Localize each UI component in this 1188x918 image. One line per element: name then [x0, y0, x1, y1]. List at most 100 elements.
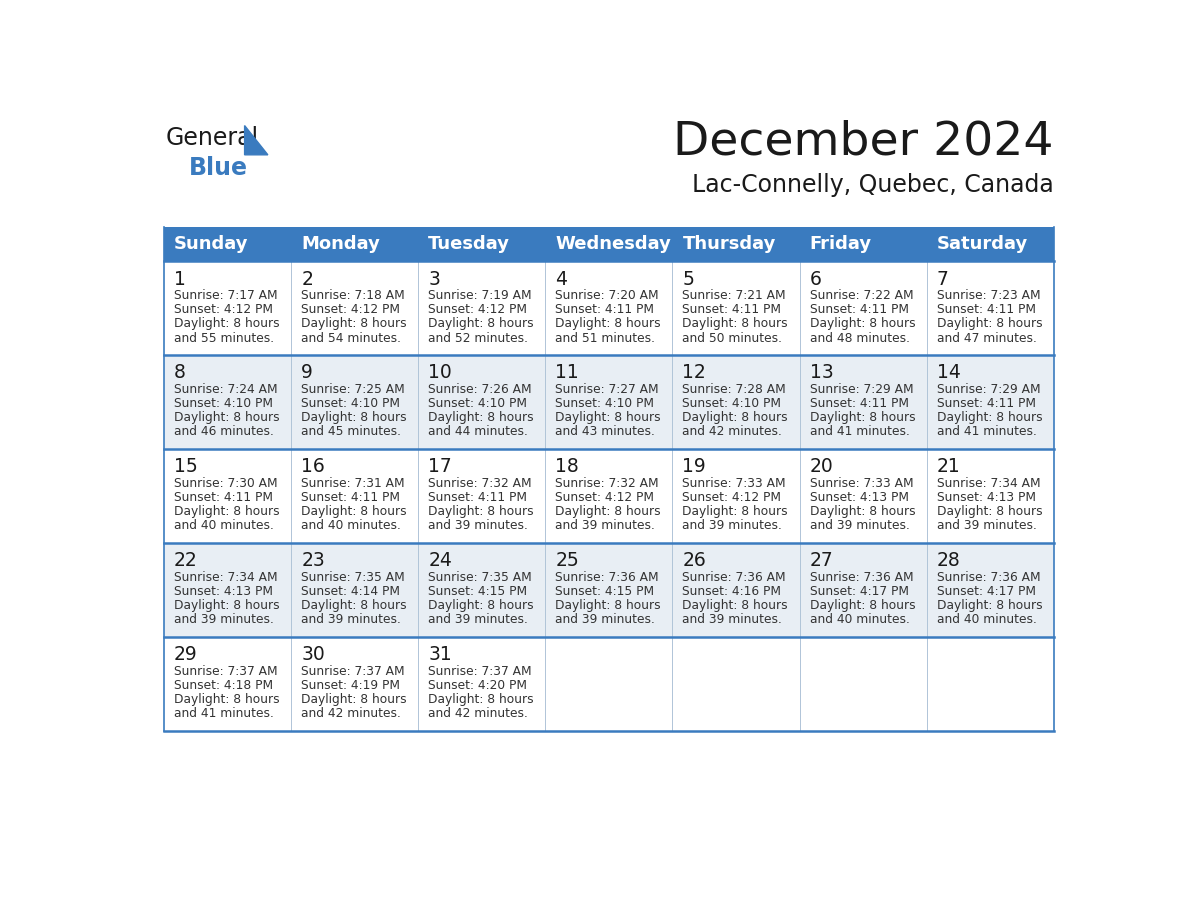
Text: Sunrise: 7:18 AM: Sunrise: 7:18 AM — [302, 289, 405, 302]
Text: Sunset: 4:10 PM: Sunset: 4:10 PM — [429, 397, 527, 410]
Text: 24: 24 — [429, 552, 453, 570]
Text: Sunset: 4:11 PM: Sunset: 4:11 PM — [302, 491, 400, 504]
Text: Sunset: 4:10 PM: Sunset: 4:10 PM — [302, 397, 400, 410]
Text: 31: 31 — [429, 645, 451, 665]
Text: and 40 minutes.: and 40 minutes. — [175, 520, 274, 532]
Text: Sunrise: 7:29 AM: Sunrise: 7:29 AM — [809, 383, 914, 396]
Text: and 39 minutes.: and 39 minutes. — [429, 520, 529, 532]
Text: and 39 minutes.: and 39 minutes. — [429, 613, 529, 626]
Text: Sunrise: 7:20 AM: Sunrise: 7:20 AM — [555, 289, 659, 302]
Text: 7: 7 — [936, 270, 948, 288]
Text: Daylight: 8 hours: Daylight: 8 hours — [936, 411, 1042, 424]
Text: Daylight: 8 hours: Daylight: 8 hours — [809, 411, 915, 424]
Text: 30: 30 — [302, 645, 326, 665]
Text: Sunrise: 7:29 AM: Sunrise: 7:29 AM — [936, 383, 1041, 396]
Text: Sunrise: 7:36 AM: Sunrise: 7:36 AM — [936, 571, 1041, 584]
Text: and 54 minutes.: and 54 minutes. — [302, 331, 402, 344]
Text: Daylight: 8 hours: Daylight: 8 hours — [555, 318, 661, 330]
Text: Sunset: 4:13 PM: Sunset: 4:13 PM — [175, 585, 273, 598]
Text: and 41 minutes.: and 41 minutes. — [809, 425, 910, 439]
Text: December 2024: December 2024 — [674, 119, 1054, 164]
Text: Thursday: Thursday — [682, 235, 776, 253]
Text: Daylight: 8 hours: Daylight: 8 hours — [429, 693, 533, 706]
Text: Sunrise: 7:35 AM: Sunrise: 7:35 AM — [302, 571, 405, 584]
Text: Sunset: 4:10 PM: Sunset: 4:10 PM — [175, 397, 273, 410]
Text: Sunrise: 7:30 AM: Sunrise: 7:30 AM — [175, 476, 278, 489]
Text: Sunset: 4:11 PM: Sunset: 4:11 PM — [936, 303, 1036, 316]
Text: Sunrise: 7:37 AM: Sunrise: 7:37 AM — [429, 665, 532, 677]
Text: Sunset: 4:12 PM: Sunset: 4:12 PM — [302, 303, 400, 316]
Text: 10: 10 — [429, 364, 451, 383]
Text: Sunset: 4:11 PM: Sunset: 4:11 PM — [809, 303, 909, 316]
Polygon shape — [245, 126, 267, 155]
Text: 21: 21 — [936, 457, 960, 476]
Text: and 39 minutes.: and 39 minutes. — [682, 520, 783, 532]
Text: and 39 minutes.: and 39 minutes. — [555, 613, 656, 626]
Text: Sunrise: 7:34 AM: Sunrise: 7:34 AM — [175, 571, 278, 584]
Text: Sunrise: 7:32 AM: Sunrise: 7:32 AM — [555, 476, 659, 489]
Text: Sunset: 4:11 PM: Sunset: 4:11 PM — [429, 491, 527, 504]
Text: Sunrise: 7:35 AM: Sunrise: 7:35 AM — [429, 571, 532, 584]
Text: Sunset: 4:17 PM: Sunset: 4:17 PM — [809, 585, 909, 598]
Text: 22: 22 — [175, 552, 198, 570]
Text: and 44 minutes.: and 44 minutes. — [429, 425, 529, 439]
Text: and 39 minutes.: and 39 minutes. — [936, 520, 1037, 532]
Text: 9: 9 — [302, 364, 314, 383]
Text: and 45 minutes.: and 45 minutes. — [302, 425, 402, 439]
Text: Sunrise: 7:25 AM: Sunrise: 7:25 AM — [302, 383, 405, 396]
Text: Daylight: 8 hours: Daylight: 8 hours — [429, 505, 533, 518]
Text: 19: 19 — [682, 457, 706, 476]
Text: Sunrise: 7:37 AM: Sunrise: 7:37 AM — [302, 665, 405, 677]
Text: and 55 minutes.: and 55 minutes. — [175, 331, 274, 344]
Text: General: General — [165, 126, 259, 150]
Text: Sunrise: 7:21 AM: Sunrise: 7:21 AM — [682, 289, 786, 302]
Text: Daylight: 8 hours: Daylight: 8 hours — [302, 693, 406, 706]
Text: Daylight: 8 hours: Daylight: 8 hours — [429, 411, 533, 424]
Text: 8: 8 — [175, 364, 187, 383]
Bar — [164, 543, 1054, 637]
Text: Sunset: 4:18 PM: Sunset: 4:18 PM — [175, 678, 273, 692]
Text: Daylight: 8 hours: Daylight: 8 hours — [555, 505, 661, 518]
Text: and 39 minutes.: and 39 minutes. — [555, 520, 656, 532]
Text: Sunset: 4:11 PM: Sunset: 4:11 PM — [809, 397, 909, 410]
Text: and 47 minutes.: and 47 minutes. — [936, 331, 1037, 344]
Text: 18: 18 — [555, 457, 579, 476]
Text: 15: 15 — [175, 457, 198, 476]
Text: Daylight: 8 hours: Daylight: 8 hours — [175, 599, 279, 612]
Text: Sunday: Sunday — [175, 235, 248, 253]
Text: Sunset: 4:12 PM: Sunset: 4:12 PM — [175, 303, 273, 316]
Text: Daylight: 8 hours: Daylight: 8 hours — [809, 599, 915, 612]
Text: Daylight: 8 hours: Daylight: 8 hours — [682, 318, 788, 330]
Text: Sunset: 4:15 PM: Sunset: 4:15 PM — [555, 585, 655, 598]
Text: Daylight: 8 hours: Daylight: 8 hours — [936, 505, 1042, 518]
Text: and 48 minutes.: and 48 minutes. — [809, 331, 910, 344]
Text: Tuesday: Tuesday — [429, 235, 511, 253]
Text: Sunset: 4:16 PM: Sunset: 4:16 PM — [682, 585, 782, 598]
Text: 2: 2 — [302, 270, 314, 288]
Text: Sunrise: 7:19 AM: Sunrise: 7:19 AM — [429, 289, 532, 302]
Text: Sunset: 4:10 PM: Sunset: 4:10 PM — [682, 397, 782, 410]
Text: Daylight: 8 hours: Daylight: 8 hours — [302, 599, 406, 612]
Text: Sunrise: 7:17 AM: Sunrise: 7:17 AM — [175, 289, 278, 302]
Text: Sunset: 4:12 PM: Sunset: 4:12 PM — [555, 491, 655, 504]
Text: Sunset: 4:12 PM: Sunset: 4:12 PM — [429, 303, 527, 316]
Text: Sunrise: 7:32 AM: Sunrise: 7:32 AM — [429, 476, 532, 489]
Text: and 46 minutes.: and 46 minutes. — [175, 425, 274, 439]
Text: 12: 12 — [682, 364, 706, 383]
Text: 6: 6 — [809, 270, 821, 288]
Text: and 40 minutes.: and 40 minutes. — [936, 613, 1037, 626]
Text: 20: 20 — [809, 457, 833, 476]
Text: Sunrise: 7:36 AM: Sunrise: 7:36 AM — [809, 571, 914, 584]
Text: 29: 29 — [175, 645, 198, 665]
Bar — [164, 637, 1054, 731]
Text: Sunset: 4:14 PM: Sunset: 4:14 PM — [302, 585, 400, 598]
Text: Daylight: 8 hours: Daylight: 8 hours — [936, 599, 1042, 612]
Bar — [164, 449, 1054, 543]
Bar — [164, 227, 1054, 261]
Text: Wednesday: Wednesday — [555, 235, 671, 253]
Text: Sunrise: 7:22 AM: Sunrise: 7:22 AM — [809, 289, 914, 302]
Text: and 39 minutes.: and 39 minutes. — [809, 520, 910, 532]
Text: 23: 23 — [302, 552, 326, 570]
Text: Sunset: 4:12 PM: Sunset: 4:12 PM — [682, 491, 782, 504]
Text: Sunrise: 7:37 AM: Sunrise: 7:37 AM — [175, 665, 278, 677]
